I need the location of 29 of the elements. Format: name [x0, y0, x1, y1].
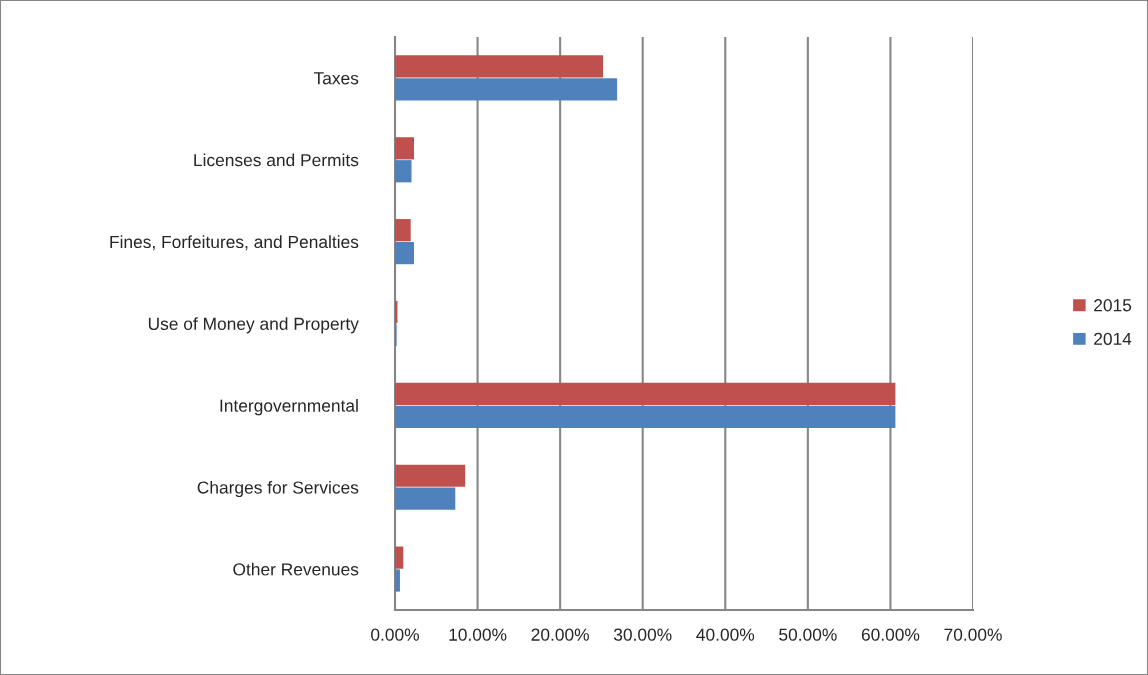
- x-tick-label: 10.00%: [449, 628, 507, 641]
- bar: [395, 382, 896, 406]
- bar: [395, 137, 414, 160]
- y-tick-label: Charges for Services: [197, 480, 359, 498]
- x-tick-label: 60.00%: [861, 628, 920, 641]
- x-tick-label: 50.00%: [779, 628, 837, 641]
- y-tick-label: Use of Money and Property: [148, 317, 359, 334]
- x-tick-label: 70.00%: [944, 628, 1002, 641]
- bar: [395, 487, 456, 510]
- bar: [395, 241, 414, 265]
- bar: [395, 569, 400, 592]
- y-tick-label: Other Revenues: [233, 562, 359, 576]
- y-tick-label: Taxes: [313, 72, 359, 85]
- bar: [395, 464, 466, 487]
- y-tick-label: Fines, Forfeitures, and Penalties: [110, 235, 359, 251]
- y-tick-label: Licenses and Permits: [194, 153, 359, 167]
- bar: [395, 219, 411, 242]
- bar: [395, 78, 618, 101]
- legend-label: 2014: [1094, 332, 1132, 346]
- legend-label: 2015: [1094, 299, 1132, 312]
- y-tick-label: Intergovernmental: [220, 399, 358, 416]
- x-tick-label: 20.00%: [531, 628, 589, 641]
- bar: [395, 405, 896, 428]
- x-tick-label: 30.00%: [613, 628, 672, 641]
- x-tick-label: 40.00%: [696, 628, 755, 641]
- bar: [395, 546, 404, 569]
- bar: [395, 160, 412, 183]
- x-tick-label: 0.00%: [371, 628, 419, 641]
- bar: [395, 55, 604, 78]
